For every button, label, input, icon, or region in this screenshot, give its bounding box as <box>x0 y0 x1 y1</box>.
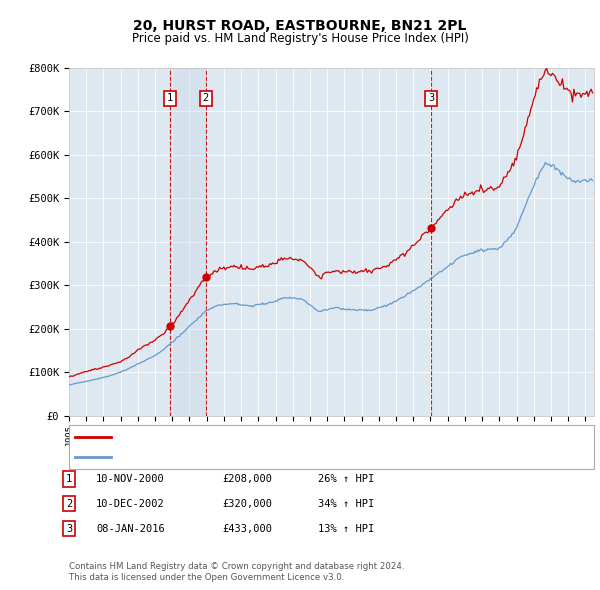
Text: 2: 2 <box>66 499 72 509</box>
Text: £320,000: £320,000 <box>222 499 272 509</box>
Text: 08-JAN-2016: 08-JAN-2016 <box>96 524 165 533</box>
Text: Contains HM Land Registry data © Crown copyright and database right 2024.: Contains HM Land Registry data © Crown c… <box>69 562 404 571</box>
Text: HPI: Average price, detached house, Eastbourne: HPI: Average price, detached house, East… <box>117 452 393 461</box>
Text: 20, HURST ROAD, EASTBOURNE, BN21 2PL (detached house): 20, HURST ROAD, EASTBOURNE, BN21 2PL (de… <box>117 432 435 442</box>
Text: 13% ↑ HPI: 13% ↑ HPI <box>318 524 374 533</box>
Text: 34% ↑ HPI: 34% ↑ HPI <box>318 499 374 509</box>
Text: 10-DEC-2002: 10-DEC-2002 <box>96 499 165 509</box>
Text: 2: 2 <box>203 93 209 103</box>
Text: 20, HURST ROAD, EASTBOURNE, BN21 2PL: 20, HURST ROAD, EASTBOURNE, BN21 2PL <box>133 19 467 33</box>
Text: £208,000: £208,000 <box>222 474 272 484</box>
Text: 26% ↑ HPI: 26% ↑ HPI <box>318 474 374 484</box>
Text: 3: 3 <box>66 524 72 533</box>
Text: Price paid vs. HM Land Registry's House Price Index (HPI): Price paid vs. HM Land Registry's House … <box>131 32 469 45</box>
Text: 1: 1 <box>66 474 72 484</box>
Text: 1: 1 <box>167 93 173 103</box>
Bar <box>170 68 206 416</box>
Text: 3: 3 <box>428 93 434 103</box>
Text: 10-NOV-2000: 10-NOV-2000 <box>96 474 165 484</box>
Text: This data is licensed under the Open Government Licence v3.0.: This data is licensed under the Open Gov… <box>69 572 344 582</box>
Text: £433,000: £433,000 <box>222 524 272 533</box>
